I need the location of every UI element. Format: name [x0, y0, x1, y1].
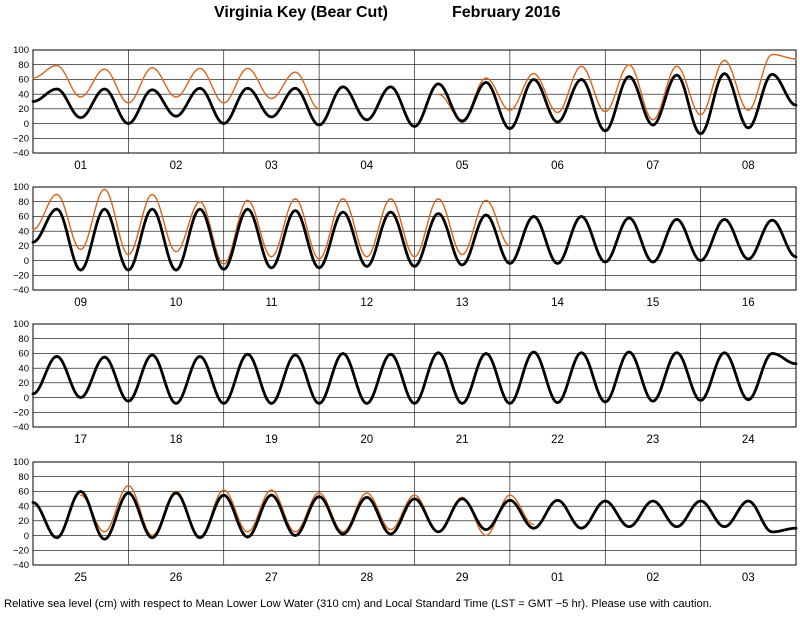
station-title: Virginia Key (Bear Cut): [214, 4, 388, 21]
day-label: 03: [265, 160, 278, 172]
y-tick-label: −40: [13, 560, 29, 571]
day-label: 23: [647, 434, 660, 446]
day-label: 07: [647, 160, 660, 172]
day-label: 02: [170, 160, 183, 172]
observed-sea-level-line: [79, 484, 535, 538]
day-label: 08: [742, 160, 755, 172]
day-label: 17: [74, 434, 87, 446]
y-tick-label: 40: [18, 89, 29, 100]
y-tick-label: 80: [18, 197, 29, 208]
day-label: 16: [742, 297, 755, 309]
y-tick-label: −40: [13, 148, 29, 159]
predicted-tide-line: [31, 207, 798, 272]
tide-panel: 100 80 60 40 20 0 −20 −40 25 26 27 28 29 01 02 03: [13, 457, 798, 584]
y-tick-label: 80: [18, 334, 29, 345]
tide-panel: 100 80 60 40 20 0 −20 −40 09 10 11 12 13 14 15 16: [13, 182, 798, 309]
y-tick-label: 100: [13, 319, 29, 330]
y-tick-label: 80: [18, 472, 29, 483]
day-label: 14: [551, 297, 564, 309]
day-label: 24: [742, 434, 755, 446]
y-tick-label: 40: [18, 226, 29, 237]
y-tick-label: 60: [18, 487, 29, 498]
y-tick-label: 80: [18, 60, 29, 71]
y-tick-label: 20: [18, 104, 29, 115]
day-label: 04: [360, 160, 373, 172]
day-label: 25: [74, 572, 87, 584]
plot-frame: [32, 461, 797, 566]
y-tick-label: −40: [13, 422, 29, 433]
y-tick-label: 100: [13, 182, 29, 193]
day-label: 28: [360, 572, 373, 584]
day-label: 27: [265, 572, 278, 584]
predicted-tide-line: [31, 350, 798, 405]
day-label: 15: [647, 297, 660, 309]
y-tick-label: 0: [24, 393, 29, 404]
y-tick-label: 0: [24, 119, 29, 130]
tide-panel: 100 80 60 40 20 0 −20 −40 01 02 03 04 05 06 07 08: [13, 45, 798, 172]
y-tick-label: 100: [13, 45, 29, 56]
day-label: 10: [170, 297, 183, 309]
y-tick-label: 0: [24, 531, 29, 542]
day-label: 03: [742, 572, 755, 584]
day-label: 29: [456, 572, 469, 584]
y-tick-label: −20: [13, 133, 29, 144]
day-label: 20: [360, 434, 373, 446]
y-tick-label: 40: [18, 363, 29, 374]
plot-frame: [32, 323, 797, 428]
day-label: 11: [265, 297, 277, 309]
y-tick-label: 100: [13, 457, 29, 468]
day-label: 12: [360, 297, 373, 309]
y-tick-label: 20: [18, 516, 29, 527]
y-tick-label: 60: [18, 349, 29, 360]
y-tick-label: 20: [18, 241, 29, 252]
y-tick-label: −20: [13, 407, 29, 418]
y-tick-label: 0: [24, 256, 29, 267]
day-label: 01: [551, 572, 564, 584]
y-tick-label: −20: [13, 545, 29, 556]
day-label: 06: [551, 160, 564, 172]
day-label: 01: [74, 160, 87, 172]
y-tick-label: 20: [18, 378, 29, 389]
y-tick-label: 60: [18, 75, 29, 86]
predicted-tide-line: [31, 72, 798, 136]
day-label: 02: [647, 572, 660, 584]
period-title: February 2016: [452, 4, 561, 21]
y-tick-label: 60: [18, 212, 29, 223]
y-tick-label: 40: [18, 501, 29, 512]
observed-sea-level-line: [32, 188, 511, 265]
plot-frame: [32, 186, 797, 291]
y-tick-label: −40: [13, 285, 29, 296]
day-label: 13: [456, 297, 469, 309]
footnote: Relative sea level (cm) with respect to …: [4, 598, 713, 610]
day-label: 09: [74, 297, 87, 309]
day-label: 21: [456, 434, 469, 446]
y-tick-label: −20: [13, 270, 29, 281]
day-label: 18: [170, 434, 183, 446]
day-label: 22: [551, 434, 564, 446]
day-label: 19: [265, 434, 278, 446]
predicted-tide-line: [31, 490, 798, 541]
tide-panel: 100 80 60 40 20 0 −20 −40 17 18 19 20 21 22 23 24: [13, 319, 798, 446]
observed-sea-level-line: [32, 53, 797, 121]
day-label: 26: [170, 572, 183, 584]
chart-title: Virginia Key (Bear Cut) February 2016: [0, 4, 800, 28]
day-label: 05: [456, 160, 469, 172]
